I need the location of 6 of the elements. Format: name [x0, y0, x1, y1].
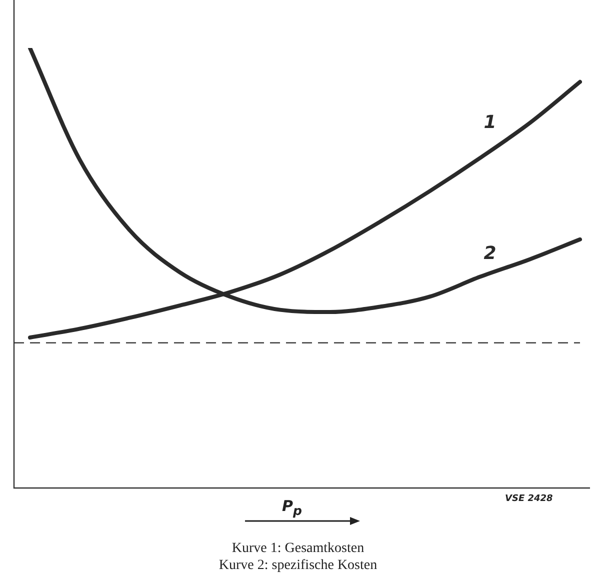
text: Kurve 2: spezifische Kosten: [218, 558, 378, 573]
text: VSE 2428: [505, 494, 553, 504]
x-axis-title: P$_{p}$: [282, 497, 302, 518]
series-label: 1: [484, 112, 496, 133]
series-label: 2: [484, 242, 496, 264]
text: Kurve 1: Gesamtkosten: [232, 541, 364, 556]
